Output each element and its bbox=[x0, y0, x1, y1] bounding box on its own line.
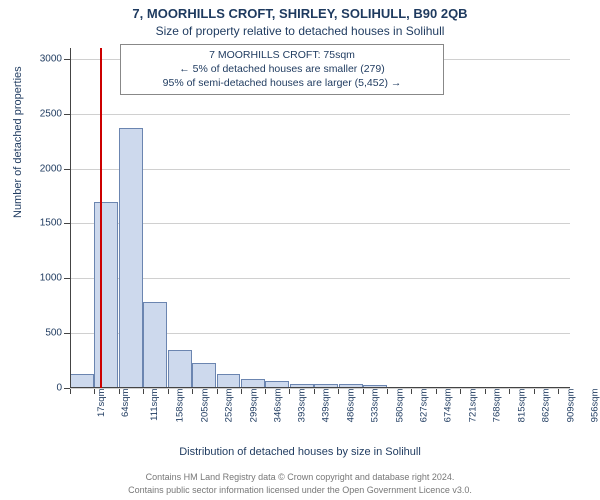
x-tick-label: 909sqm bbox=[565, 389, 576, 423]
info-box: 7 MOORHILLS CROFT: 75sqm ← 5% of detache… bbox=[120, 44, 444, 95]
x-tick-label: 346sqm bbox=[272, 389, 283, 423]
x-tick-label: 17sqm bbox=[96, 389, 107, 418]
x-tick-label: 956sqm bbox=[589, 389, 600, 423]
x-tick-label: 439sqm bbox=[321, 389, 332, 423]
grid-line bbox=[70, 114, 570, 115]
x-tick-label: 111sqm bbox=[149, 389, 160, 421]
x-tick-label: 486sqm bbox=[345, 389, 356, 423]
info-line-larger: 95% of semi-detached houses are larger (… bbox=[127, 76, 437, 90]
chart-subtitle: Size of property relative to detached ho… bbox=[0, 24, 600, 38]
y-tick-label: 2000 bbox=[40, 163, 62, 174]
plot-area: 05001000150020002500300017sqm64sqm111sqm… bbox=[70, 48, 570, 388]
x-axis-label: Distribution of detached houses by size … bbox=[0, 446, 600, 458]
footer-licence: Contains public sector information licen… bbox=[0, 485, 600, 495]
y-tick-label: 1000 bbox=[40, 273, 62, 284]
y-tick-label: 0 bbox=[56, 383, 62, 394]
x-tick-label: 862sqm bbox=[541, 389, 552, 423]
y-tick bbox=[64, 388, 70, 389]
x-tick-label: 393sqm bbox=[297, 389, 308, 423]
x-tick-label: 815sqm bbox=[516, 389, 527, 423]
footer-copyright: Contains HM Land Registry data © Crown c… bbox=[0, 472, 600, 482]
y-tick-label: 500 bbox=[45, 328, 62, 339]
x-tick-label: 580sqm bbox=[394, 389, 405, 423]
grid-line bbox=[70, 388, 570, 389]
x-tick-label: 627sqm bbox=[418, 389, 429, 423]
x-axis-line bbox=[70, 387, 570, 388]
grid-line bbox=[70, 223, 570, 224]
histogram-bar bbox=[217, 374, 241, 388]
info-line-property: 7 MOORHILLS CROFT: 75sqm bbox=[127, 48, 437, 62]
y-axis-label: Number of detached properties bbox=[12, 66, 24, 218]
x-tick-label: 158sqm bbox=[175, 389, 186, 423]
x-tick-label: 299sqm bbox=[248, 389, 259, 423]
y-tick bbox=[64, 333, 70, 334]
x-tick-label: 64sqm bbox=[120, 389, 131, 418]
chart-title: 7, MOORHILLS CROFT, SHIRLEY, SOLIHULL, B… bbox=[0, 6, 600, 21]
y-tick bbox=[64, 59, 70, 60]
grid-line bbox=[70, 278, 570, 279]
y-tick-label: 2500 bbox=[40, 108, 62, 119]
histogram-bar bbox=[168, 350, 192, 388]
y-tick bbox=[64, 114, 70, 115]
y-tick-label: 1500 bbox=[40, 218, 62, 229]
x-tick-label: 674sqm bbox=[443, 389, 454, 423]
x-tick-label: 205sqm bbox=[199, 389, 210, 423]
y-tick bbox=[64, 223, 70, 224]
histogram-bar bbox=[119, 128, 143, 388]
y-tick bbox=[64, 278, 70, 279]
y-axis-line bbox=[70, 48, 71, 388]
histogram-bar bbox=[192, 363, 216, 388]
x-tick-label: 533sqm bbox=[370, 389, 381, 423]
histogram-bar bbox=[143, 302, 167, 388]
x-tick-label: 768sqm bbox=[492, 389, 503, 423]
property-marker-line bbox=[100, 48, 102, 388]
histogram-bar bbox=[94, 202, 118, 388]
grid-line bbox=[70, 169, 570, 170]
info-line-smaller: ← 5% of detached houses are smaller (279… bbox=[127, 62, 437, 76]
property-size-chart: 7, MOORHILLS CROFT, SHIRLEY, SOLIHULL, B… bbox=[0, 0, 600, 500]
y-tick bbox=[64, 169, 70, 170]
histogram-bar bbox=[70, 374, 94, 388]
y-tick-label: 3000 bbox=[40, 53, 62, 64]
x-tick-label: 721sqm bbox=[467, 389, 478, 423]
x-tick-label: 252sqm bbox=[223, 389, 234, 423]
